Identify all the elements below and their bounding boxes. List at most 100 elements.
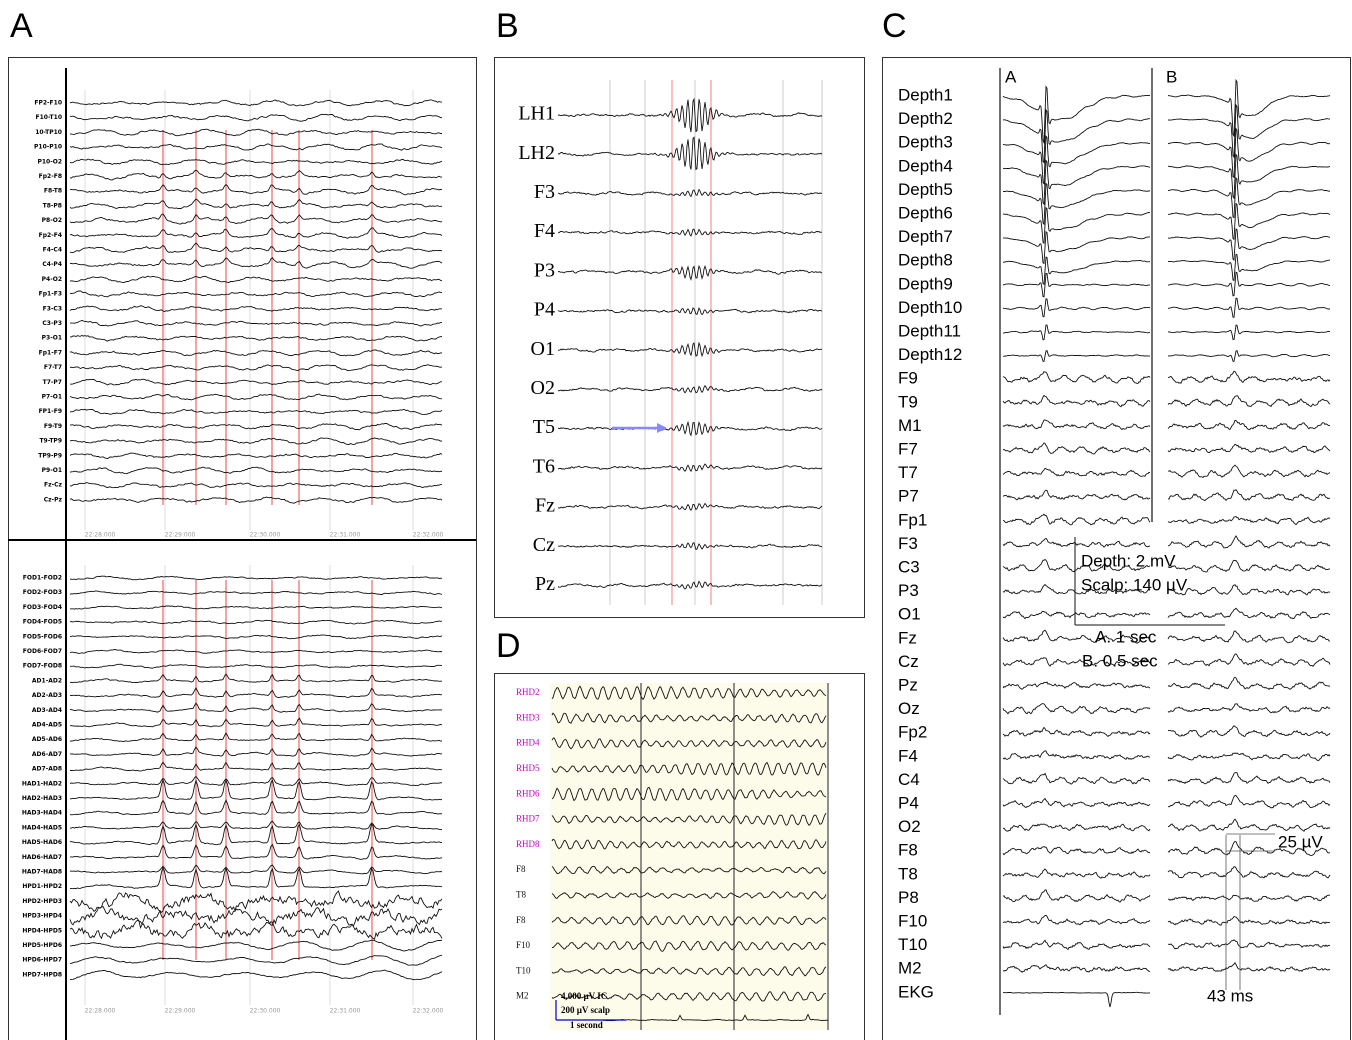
eeg-trace bbox=[557, 542, 823, 551]
channel-label: RHD5 bbox=[516, 763, 540, 773]
channel-label: M2 bbox=[516, 991, 529, 1001]
channel-label: T6 bbox=[533, 455, 555, 477]
channel-label: P4 bbox=[898, 793, 919, 812]
scale-label: 200 µV scalp bbox=[561, 1005, 610, 1015]
eeg-trace bbox=[1002, 419, 1151, 431]
eeg-trace bbox=[551, 685, 827, 701]
channel-label: F8 bbox=[898, 841, 918, 860]
eeg-trace bbox=[1167, 349, 1331, 362]
eeg-trace bbox=[1002, 230, 1150, 265]
eeg-trace bbox=[1167, 725, 1331, 738]
eeg-trace bbox=[551, 761, 827, 776]
eeg-trace bbox=[1002, 135, 1150, 185]
eeg-trace bbox=[1002, 394, 1151, 408]
eeg-trace bbox=[599, 1013, 829, 1022]
channel-label: Depth3 bbox=[898, 133, 953, 152]
eeg-trace bbox=[1167, 78, 1331, 138]
eeg-trace bbox=[70, 761, 443, 772]
channel-label: HPD4-HPD5 bbox=[22, 927, 62, 934]
channel-label: T8-P8 bbox=[43, 202, 62, 209]
eeg-trace bbox=[1002, 846, 1151, 856]
eeg-trace bbox=[1002, 889, 1151, 903]
eeg-trace bbox=[1002, 726, 1151, 737]
eeg-trace bbox=[1167, 584, 1331, 596]
eeg-trace bbox=[1002, 108, 1150, 164]
eeg-trace bbox=[551, 991, 827, 1002]
channel-label: F8 bbox=[516, 915, 526, 925]
channel-label: Fp1-F3 bbox=[39, 291, 62, 298]
eeg-trace bbox=[557, 420, 823, 437]
time-label: 22:29.000 bbox=[165, 532, 196, 539]
eeg-trace bbox=[69, 746, 442, 757]
eeg-trace bbox=[69, 198, 443, 209]
eeg-trace bbox=[1002, 657, 1151, 667]
eeg-trace bbox=[69, 143, 443, 151]
channel-label: Depth5 bbox=[898, 180, 953, 199]
channel-label: LH1 bbox=[518, 103, 555, 125]
channel-label: HPD6-HPD7 bbox=[22, 957, 62, 964]
eeg-trace bbox=[69, 939, 443, 952]
channel-label: AD7-AD8 bbox=[32, 766, 62, 773]
eeg-trace bbox=[69, 673, 442, 684]
eeg-trace bbox=[1002, 537, 1151, 548]
eeg-trace bbox=[1002, 868, 1151, 879]
channel-label: Depth11 bbox=[898, 321, 961, 340]
channel-label: 10-TP10 bbox=[35, 129, 62, 136]
channel-label: Cz-Pz bbox=[44, 496, 63, 503]
channel-label: P8-O2 bbox=[42, 217, 62, 224]
eeg-trace bbox=[69, 634, 443, 640]
channel-label: O2 bbox=[898, 817, 921, 836]
eeg-trace bbox=[557, 463, 823, 473]
eeg-trace bbox=[69, 732, 443, 742]
channel-label: F3-C3 bbox=[43, 305, 62, 312]
eeg-trace bbox=[1002, 206, 1151, 244]
eeg-trace bbox=[69, 864, 443, 875]
eeg-trace bbox=[69, 158, 443, 166]
eeg-trace bbox=[557, 307, 823, 316]
panel-d-frame bbox=[494, 673, 865, 1040]
panel-label: A bbox=[10, 7, 33, 45]
eeg-trace bbox=[69, 113, 443, 122]
channel-label: FOD6-FOD7 bbox=[23, 648, 62, 655]
panel-label: D bbox=[496, 627, 521, 665]
eeg-trace bbox=[69, 702, 443, 713]
eeg-trace bbox=[557, 502, 823, 511]
eeg-trace bbox=[69, 954, 443, 966]
channel-label: AD6-AD7 bbox=[32, 751, 62, 758]
channel-label: FP2-F10 bbox=[34, 100, 62, 107]
eeg-trace bbox=[69, 305, 443, 313]
channel-label: AD5-AD6 bbox=[32, 736, 62, 743]
channel-label: EKG bbox=[898, 982, 934, 1001]
channel-label: HAD7-HAD8 bbox=[22, 869, 62, 876]
channel-label: T10 bbox=[516, 965, 531, 975]
eeg-trace bbox=[1002, 703, 1151, 715]
eeg-trace bbox=[1002, 513, 1151, 526]
eeg-trace bbox=[557, 97, 823, 133]
eeg-trace bbox=[1002, 350, 1151, 362]
channel-label: P10-P10 bbox=[34, 144, 62, 151]
eeg-trace bbox=[1167, 153, 1331, 200]
channel-label: Depth10 bbox=[898, 298, 962, 317]
channel-label: O1 bbox=[531, 338, 555, 360]
channel-label: Pz bbox=[898, 675, 918, 694]
eeg-trace bbox=[69, 169, 443, 181]
eeg-trace bbox=[1167, 228, 1331, 261]
eeg-trace bbox=[557, 228, 822, 237]
scale-label: 1 second bbox=[570, 1020, 603, 1030]
channel-label: F4-C4 bbox=[43, 247, 62, 254]
eeg-trace bbox=[70, 319, 442, 327]
eeg-trace bbox=[557, 188, 823, 198]
panel-b-frame bbox=[494, 57, 865, 618]
channel-label: RHD8 bbox=[516, 839, 540, 849]
channel-label: HAD4-HAD5 bbox=[22, 824, 62, 831]
eeg-trace bbox=[1002, 750, 1151, 760]
eeg-trace bbox=[1002, 298, 1151, 318]
channel-label: M2 bbox=[898, 959, 922, 978]
eeg-trace bbox=[557, 264, 823, 281]
eeg-trace bbox=[69, 717, 443, 728]
channel-label: HAD3-HAD4 bbox=[22, 810, 62, 817]
eeg-trace bbox=[1003, 324, 1151, 341]
eeg-trace bbox=[1167, 752, 1331, 761]
channel-label: AD4-AD5 bbox=[32, 722, 62, 729]
channel-label: T10 bbox=[898, 935, 927, 954]
